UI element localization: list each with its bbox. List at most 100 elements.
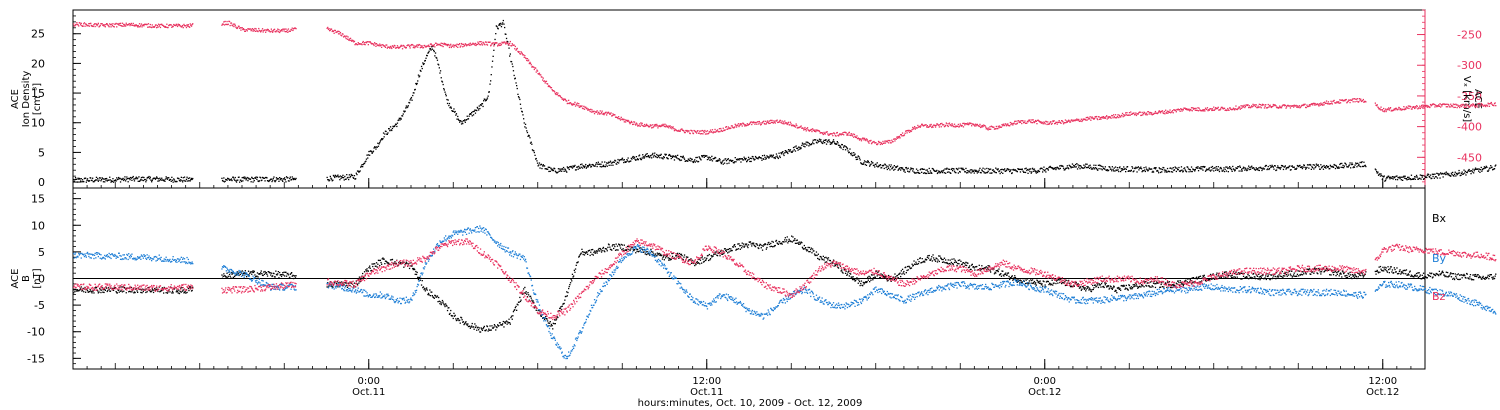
bx-point <box>230 276 231 277</box>
density-point <box>1110 169 1111 170</box>
bx-point <box>418 279 419 280</box>
density-point <box>110 182 111 183</box>
density-point <box>1438 173 1439 174</box>
vx-point <box>664 126 665 127</box>
density-point <box>982 168 983 169</box>
density-point <box>820 141 821 142</box>
density-point <box>1408 177 1409 178</box>
density-point <box>1136 167 1137 168</box>
vx-point <box>1354 98 1355 99</box>
bx-point <box>346 285 347 286</box>
vx-point <box>1474 105 1475 106</box>
vx-point <box>475 43 476 44</box>
density-point <box>1405 176 1406 177</box>
density-point <box>1465 171 1466 172</box>
density-point <box>527 132 528 133</box>
density-point <box>856 157 857 158</box>
vx-point <box>285 31 286 32</box>
vx-point <box>584 109 585 110</box>
vx-point <box>278 29 279 30</box>
density-point <box>181 180 182 181</box>
density-point <box>1351 162 1352 163</box>
vx-point <box>1398 109 1399 110</box>
bx-point <box>271 273 272 274</box>
density-point <box>1318 166 1319 167</box>
vx-point <box>853 133 854 134</box>
vx-point <box>1005 124 1006 125</box>
density-point <box>656 154 657 155</box>
density-point <box>551 169 552 170</box>
vx-point <box>712 129 713 130</box>
vx-point <box>1110 116 1111 117</box>
vx-point <box>1298 106 1299 107</box>
vx-point <box>508 45 509 46</box>
bx-point <box>81 286 82 287</box>
vx-point <box>1160 112 1161 113</box>
vx-point <box>1318 105 1319 106</box>
vx-point <box>1383 108 1384 109</box>
density-point <box>417 83 418 84</box>
vx-point <box>915 129 916 130</box>
density-point <box>1436 176 1437 177</box>
density-point <box>843 147 844 148</box>
vx-point <box>1192 107 1193 108</box>
vx-point <box>90 23 91 24</box>
bx-point <box>87 290 88 291</box>
density-point <box>1238 166 1239 167</box>
bx-point <box>118 290 119 291</box>
vx-point <box>1149 113 1150 114</box>
density-point <box>1429 177 1430 178</box>
vx-point <box>375 43 376 44</box>
density-point <box>103 181 104 182</box>
density-point <box>506 38 507 39</box>
density-point <box>330 176 331 177</box>
density-point <box>728 158 729 159</box>
density-point <box>872 162 873 163</box>
density-point <box>785 150 786 151</box>
vx-point <box>443 46 444 47</box>
density-point <box>1389 178 1390 179</box>
bx-point <box>240 274 241 275</box>
vx-point <box>281 29 282 30</box>
density-point <box>853 155 854 156</box>
density-point <box>945 173 946 174</box>
density-point <box>1215 170 1216 171</box>
density-point <box>1066 168 1067 169</box>
density-point <box>690 158 691 159</box>
vx-point <box>967 124 968 125</box>
density-point <box>860 159 861 160</box>
vx-point <box>159 24 160 25</box>
density-point <box>101 179 102 180</box>
density-point <box>1315 166 1316 167</box>
density-point <box>926 173 927 174</box>
density-point <box>136 177 137 178</box>
vx-point <box>1112 115 1113 116</box>
vx-point <box>1130 111 1131 112</box>
density-point <box>1270 165 1271 166</box>
density-point <box>801 145 802 146</box>
density-point <box>795 150 796 151</box>
bx-point <box>282 272 283 273</box>
density-point <box>1363 166 1364 167</box>
vx-point <box>94 23 95 24</box>
vx-point <box>141 23 142 24</box>
vx-point <box>1169 112 1170 113</box>
vx-point <box>585 107 586 108</box>
vx-point <box>1412 108 1413 109</box>
density-point <box>100 180 101 181</box>
vx-point <box>1332 103 1333 104</box>
bx-point <box>169 291 170 292</box>
density-point <box>231 180 232 181</box>
density-point <box>474 110 475 111</box>
density-point <box>777 155 778 156</box>
vx-point <box>86 24 87 25</box>
density-point <box>1197 168 1198 169</box>
vx-point <box>1164 111 1165 112</box>
density-point <box>1001 169 1002 170</box>
density-point <box>552 169 553 170</box>
bx-point <box>226 273 227 274</box>
left-tick-label: 10 <box>31 219 45 232</box>
density-point <box>996 172 997 173</box>
bx-point <box>261 270 262 271</box>
density-point <box>73 179 74 180</box>
